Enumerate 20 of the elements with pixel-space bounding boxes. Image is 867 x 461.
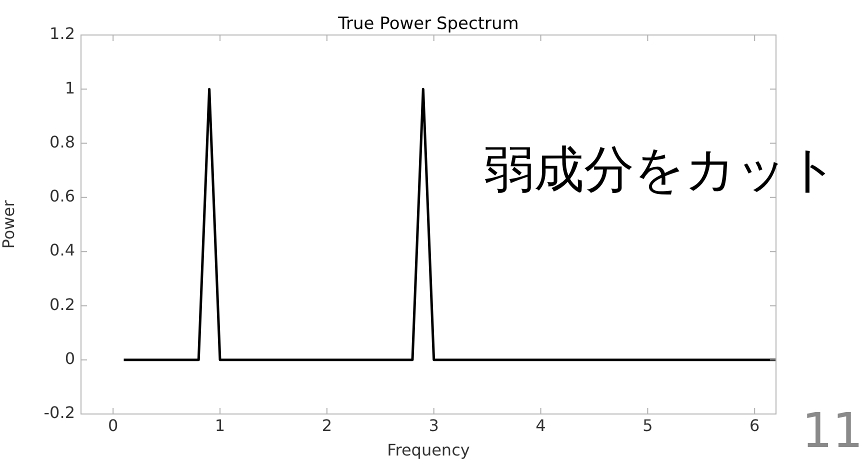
annotation: 弱成分をカット [484, 140, 838, 199]
y-tick-label: 0.2 [50, 294, 75, 314]
chart-title: True Power Spectrum [337, 14, 519, 34]
y-axis-title: Power [0, 200, 18, 249]
y-tick-label: 1.2 [50, 24, 75, 44]
x-axis-title: Frequency [387, 440, 470, 460]
y-tick-label: 1 [64, 78, 75, 98]
text: 11 [802, 403, 863, 459]
x-tick-label: 0 [108, 416, 118, 435]
x-tick-label: 2 [322, 416, 332, 435]
x-tick-label: 5 [642, 416, 653, 435]
x-tick-label: 6 [750, 416, 760, 435]
y-tick-label: 0 [64, 349, 75, 368]
x-tick-label: 3 [428, 416, 439, 435]
x-tick-label: 4 [536, 416, 546, 435]
y-tick-label: 0.8 [50, 132, 75, 152]
y-tick-label: -0.2 [44, 403, 75, 422]
y-tick-label: 0.4 [50, 240, 75, 260]
x-tick-label: 1 [214, 416, 226, 435]
y-tick-label: 0.6 [50, 186, 75, 206]
